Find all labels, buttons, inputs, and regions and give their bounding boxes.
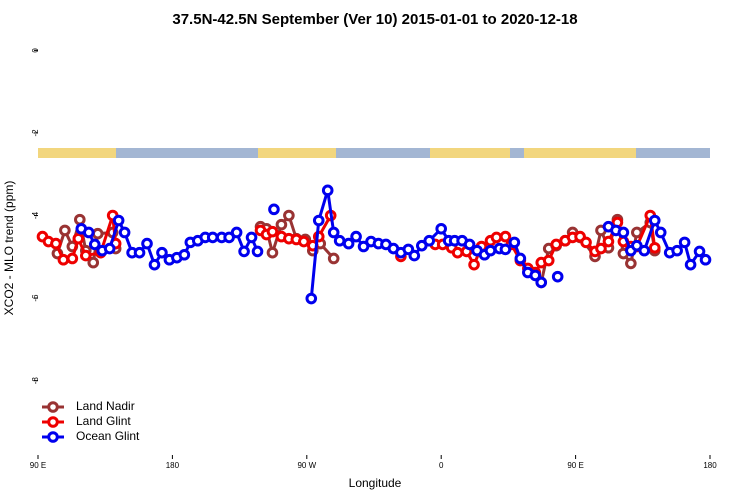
point <box>74 213 86 226</box>
point <box>648 214 661 227</box>
chart-title: 37.5N-42.5N September (Ver 10) 2015-01-0… <box>172 11 577 28</box>
point <box>484 244 497 257</box>
point <box>463 238 476 251</box>
point <box>499 230 512 243</box>
point <box>88 238 101 251</box>
point <box>112 214 125 227</box>
point <box>156 246 168 259</box>
x-tick-label: 90 W <box>297 461 316 470</box>
point <box>321 184 334 197</box>
point <box>529 269 542 282</box>
point <box>283 209 295 222</box>
legend-label: Land Glint <box>76 414 131 428</box>
point <box>327 252 340 265</box>
point <box>654 226 667 239</box>
y-tick-label: -6 <box>31 294 40 302</box>
point <box>508 236 521 249</box>
point <box>266 246 279 259</box>
point <box>72 232 85 245</box>
point <box>178 248 191 261</box>
point <box>435 222 448 235</box>
x-tick-label: 180 <box>166 461 180 470</box>
point <box>251 245 264 258</box>
y-tick-label: -8 <box>31 377 40 385</box>
point <box>631 239 643 252</box>
point <box>580 236 592 249</box>
point <box>550 238 562 251</box>
point <box>693 245 706 258</box>
x-tick-label: 0 <box>439 461 444 470</box>
x-tick-label: 90 E <box>567 461 583 470</box>
point <box>671 244 683 257</box>
point <box>312 214 325 227</box>
point <box>223 231 235 244</box>
point <box>468 258 480 271</box>
y-tick-label: -2 <box>31 129 40 137</box>
point <box>678 236 691 249</box>
map-strip <box>38 148 710 158</box>
point <box>451 246 464 259</box>
point <box>625 257 637 270</box>
point <box>298 235 310 248</box>
point <box>66 252 79 265</box>
point <box>542 254 555 267</box>
point <box>617 226 630 239</box>
point <box>275 218 288 231</box>
point <box>245 231 258 244</box>
point <box>57 253 70 266</box>
point <box>514 252 527 265</box>
point <box>59 224 71 237</box>
point <box>268 203 280 216</box>
y-tick-label: -4 <box>31 211 40 219</box>
point <box>342 237 355 250</box>
point <box>408 249 421 262</box>
point <box>141 237 153 250</box>
point <box>499 243 512 256</box>
legend-marker <box>47 431 59 443</box>
point <box>79 249 92 262</box>
point <box>327 226 340 239</box>
legend-marker <box>47 401 59 413</box>
point <box>490 231 503 244</box>
point <box>230 226 243 239</box>
point <box>648 241 661 254</box>
point <box>333 234 346 247</box>
point <box>118 226 131 239</box>
point <box>305 292 318 305</box>
point <box>415 239 428 252</box>
point <box>631 226 643 239</box>
legend-label: Ocean Glint <box>76 429 140 443</box>
point <box>357 240 370 253</box>
point <box>638 244 651 257</box>
point <box>82 226 95 239</box>
point <box>684 258 697 271</box>
y-axis-label: XCO2 - MLO trend (ppm) <box>2 181 16 316</box>
point <box>699 253 712 266</box>
point <box>238 245 250 258</box>
y-tick-label: 0 <box>31 48 40 53</box>
legend-label: Land Nadir <box>76 399 135 413</box>
point <box>103 242 116 255</box>
point <box>423 234 436 247</box>
point <box>133 246 146 259</box>
point <box>350 230 362 243</box>
x-axis-label: Longitude <box>349 476 402 490</box>
point <box>87 256 100 269</box>
legend-marker <box>47 416 59 428</box>
point <box>266 225 279 238</box>
point <box>535 276 548 289</box>
point <box>206 231 219 244</box>
point <box>551 270 564 283</box>
point <box>595 242 607 255</box>
x-tick-label: 90 E <box>30 461 46 470</box>
point <box>50 237 62 250</box>
point <box>602 235 615 248</box>
x-tick-label: 180 <box>703 461 717 470</box>
point <box>91 227 104 240</box>
point <box>148 258 161 271</box>
